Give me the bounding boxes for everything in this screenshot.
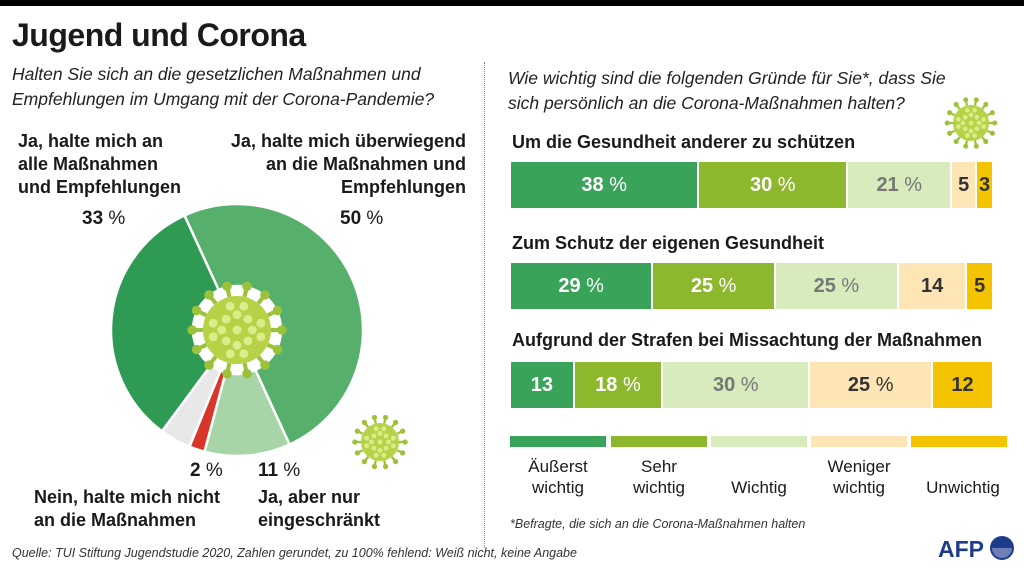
virus-icon-small	[352, 414, 408, 470]
virus-glyph-small	[352, 414, 408, 470]
bar-value-unit: %	[603, 173, 627, 196]
bar-question: Wie wichtig sind die folgenden Gründe fü…	[508, 66, 946, 116]
bar-label-others: Um die Gesundheit anderer zu schützen	[512, 132, 856, 152]
pie-slice-mostly	[182, 202, 365, 447]
bar-value-label: 18	[595, 373, 618, 396]
bar-segment: 13	[511, 362, 575, 408]
label-slice-mostly: Ja, halte mich überwiegend an die Maßnah…	[230, 131, 466, 197]
source-note: Quelle: TUI Stiftung Jugendstudie 2020, …	[12, 546, 577, 560]
virus-glyph-top	[944, 97, 998, 149]
legend-swatch-important	[711, 436, 807, 447]
bar-value-unit: %	[617, 373, 641, 396]
bar-value-label: 30	[750, 173, 773, 196]
bar-value-label: 25	[690, 274, 714, 297]
legend-label-extremely: Äußerst wichtig	[528, 457, 588, 497]
bar-value-label: 25	[847, 373, 871, 396]
legend-label-less: Weniger wichtig	[827, 457, 891, 497]
bar-segment: 14	[898, 263, 968, 309]
bar-penalties: 13 18 % 30 % 25 % 12	[511, 362, 992, 408]
top-rule	[0, 0, 1024, 6]
bar-value-label: 12	[951, 373, 974, 396]
legend-label-very: Sehr wichtig	[633, 457, 685, 497]
legend-swatch-very	[611, 436, 707, 447]
virus-icon-top	[944, 97, 998, 149]
bar-value-unit: %	[735, 373, 759, 396]
bar-others: 38 % 30 % 21 % 5 3	[511, 162, 992, 208]
panel-divider	[484, 62, 485, 548]
pie-question-line1: Halten Sie sich an die gesetzlichen Maßn…	[12, 64, 421, 84]
pie-slice-all	[109, 213, 221, 433]
label-slice-all: Ja, halte mich an alle Maßnahmen und Emp…	[18, 131, 181, 197]
bar-segment: 29 %	[511, 263, 654, 309]
bar-value-unit: %	[870, 373, 894, 396]
bar-value-label: 5	[958, 173, 970, 196]
bar-segment: 5	[952, 162, 978, 208]
bar-segment: 12	[933, 362, 992, 408]
bar-segment: 25 %	[776, 263, 899, 309]
pct-slice-all: 33 %	[82, 208, 126, 229]
bar-segment: 3	[977, 162, 992, 208]
bar-value-label: 21	[876, 173, 899, 196]
bar-label-penalties: Aufgrund der Strafen bei Missachtung der…	[512, 330, 983, 350]
bar-segment: 21 %	[848, 162, 953, 208]
pie-chart	[109, 202, 365, 458]
virus-icon-center	[187, 281, 287, 379]
afp-logo: AFP	[938, 536, 1014, 562]
bar-question-line2: sich persönlich an die Corona-Maßnahmen …	[508, 93, 905, 113]
label-slice-limited: Ja, aber nur eingeschränkt	[258, 487, 381, 530]
legend-swatch-extremely	[510, 436, 606, 447]
bar-value-label: 38	[581, 173, 604, 196]
bar-question-line1: Wie wichtig sind die folgenden Gründe fü…	[508, 68, 946, 88]
label-slice-no: Nein, halte mich nicht an die Maßnahmen	[34, 487, 221, 530]
bar-segment: 38 %	[511, 162, 700, 208]
bar-value-label: 3	[978, 173, 991, 196]
pct-slice-mostly: 50 %	[340, 208, 384, 229]
bar-segment: 5	[967, 263, 992, 309]
legend-label-unimportant: Unwichtig	[926, 478, 1000, 497]
pct-slice-no: 2 %	[190, 460, 223, 481]
bar-value-unit: %	[898, 173, 923, 196]
bar-value-label: 14	[920, 274, 944, 297]
bar-own: 29 % 25 % 25 % 14 5	[511, 263, 992, 309]
footnote: *Befragte, die sich an die Corona-Maßnah…	[510, 517, 806, 531]
legend-label-important: Wichtig	[731, 478, 787, 497]
bar-value-label: 30	[712, 373, 736, 396]
bar-value-unit: %	[713, 274, 737, 297]
bar-value-label: 13	[530, 373, 554, 396]
bar-value-label: 25	[813, 274, 836, 297]
bar-value-label: 29	[558, 274, 581, 297]
pie-question-line2: Empfehlungen im Umgang mit der Corona-Pa…	[12, 89, 435, 109]
bar-value-label: 5	[974, 274, 986, 297]
bar-segment: 30 %	[699, 162, 849, 208]
svg-text:AFP: AFP	[938, 536, 984, 562]
pct-slice-limited: 11 %	[258, 460, 301, 481]
bar-value-unit: %	[772, 173, 796, 196]
legend-swatch-unimportant	[911, 436, 1007, 447]
bar-segment: 25 %	[653, 263, 777, 309]
bar-value-unit: %	[835, 274, 860, 297]
bar-segment: 18 %	[574, 362, 664, 408]
bar-label-own: Zum Schutz der eigenen Gesundheit	[512, 233, 825, 253]
bar-value-unit: %	[580, 274, 604, 297]
bar-segment: 25 %	[810, 362, 934, 408]
chart-title: Jugend und Corona	[12, 17, 306, 53]
pie-question: Halten Sie sich an die gesetzlichen Maßn…	[12, 62, 434, 112]
legend-swatch-less	[811, 436, 907, 447]
bar-segment: 30 %	[663, 362, 811, 408]
